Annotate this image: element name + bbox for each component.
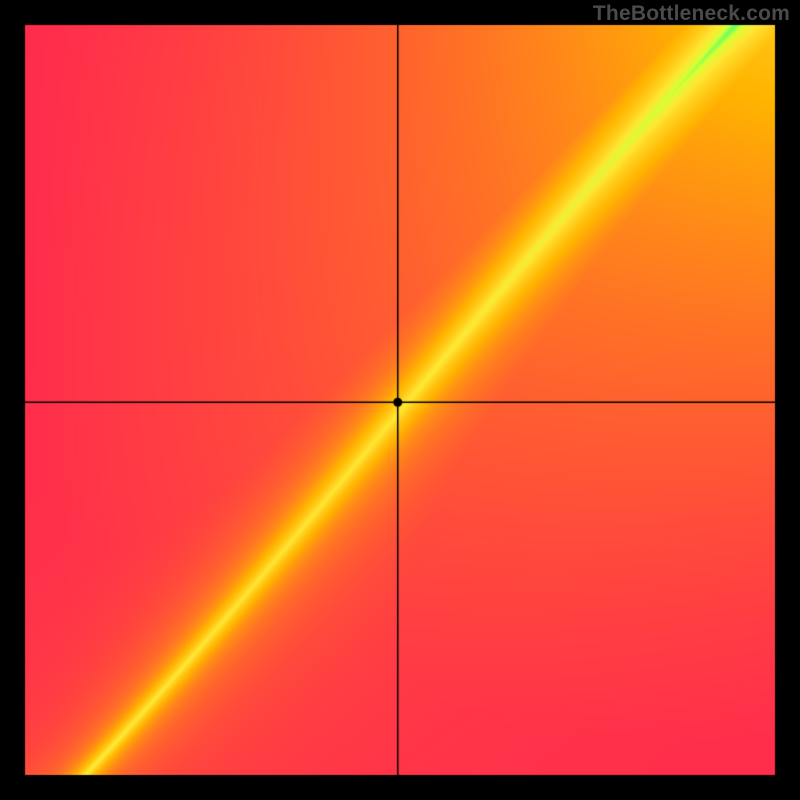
chart-container: TheBottleneck.com	[0, 0, 800, 800]
bottleneck-heatmap	[0, 0, 800, 800]
watermark-label: TheBottleneck.com	[593, 2, 790, 26]
